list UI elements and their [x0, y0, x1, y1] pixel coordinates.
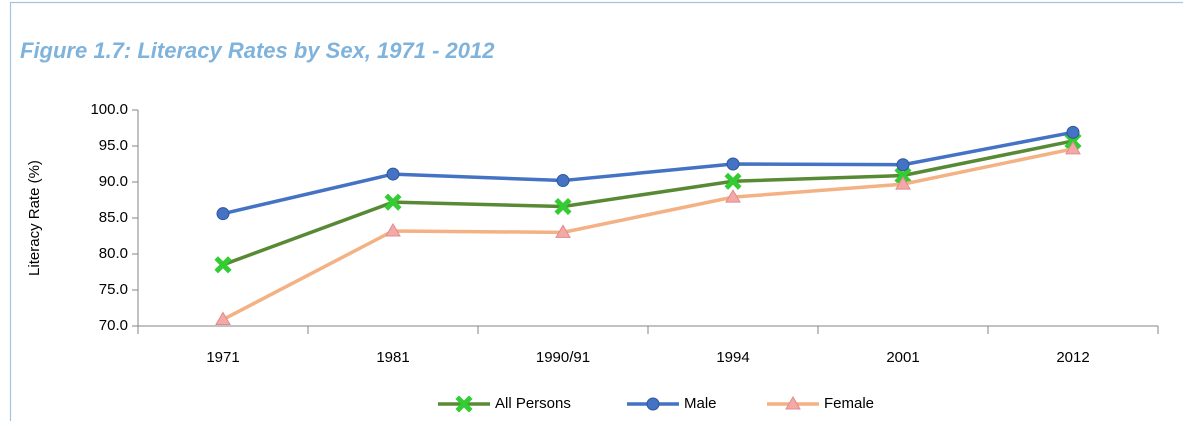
- x-tick-label: 2012: [1056, 349, 1089, 366]
- y-tick-label: 75.0: [99, 281, 128, 298]
- marker: [554, 197, 572, 216]
- x-tick-label: 1994: [716, 349, 749, 366]
- marker: [785, 396, 801, 410]
- marker: [896, 158, 910, 172]
- x-tick-label: 1990/91: [536, 349, 590, 366]
- y-tick-label: 100.0: [90, 101, 128, 118]
- marker: [455, 395, 473, 413]
- marker: [214, 256, 232, 274]
- series-line: [222, 139, 1074, 267]
- marker: [386, 167, 400, 181]
- y-tick-label: 85.0: [99, 209, 128, 226]
- legend-label: All Persons: [495, 395, 571, 412]
- marker: [215, 311, 231, 326]
- y-tick-label: 70.0: [99, 317, 128, 334]
- marker: [1066, 125, 1080, 139]
- marker: [216, 207, 230, 221]
- marker: [894, 166, 912, 185]
- marker: [384, 193, 402, 211]
- x-tick-label: 1981: [376, 349, 409, 366]
- marker: [555, 224, 571, 238]
- y-tick-label: 80.0: [99, 245, 128, 262]
- marker: [725, 189, 741, 203]
- series-line: [222, 147, 1074, 322]
- legend-label: Male: [684, 395, 717, 412]
- marker: [556, 174, 570, 188]
- x-tick-label: 2001: [886, 349, 919, 366]
- marker: [724, 172, 742, 190]
- legend-label: Female: [824, 395, 874, 412]
- marker: [385, 222, 401, 237]
- x-tick-label: 1971: [206, 349, 239, 366]
- frame: [9, 1, 1183, 421]
- marker: [646, 397, 660, 411]
- y-tick-label: 90.0: [99, 173, 128, 190]
- marker: [726, 157, 740, 171]
- series-line: [222, 130, 1074, 216]
- chart-title: Figure 1.7: Literacy Rates by Sex, 1971 …: [20, 38, 495, 63]
- y-axis-label: Literacy Rate (%): [26, 160, 43, 276]
- marker: [1065, 140, 1081, 155]
- marker: [895, 176, 911, 190]
- y-tick-label: 95.0: [99, 137, 128, 154]
